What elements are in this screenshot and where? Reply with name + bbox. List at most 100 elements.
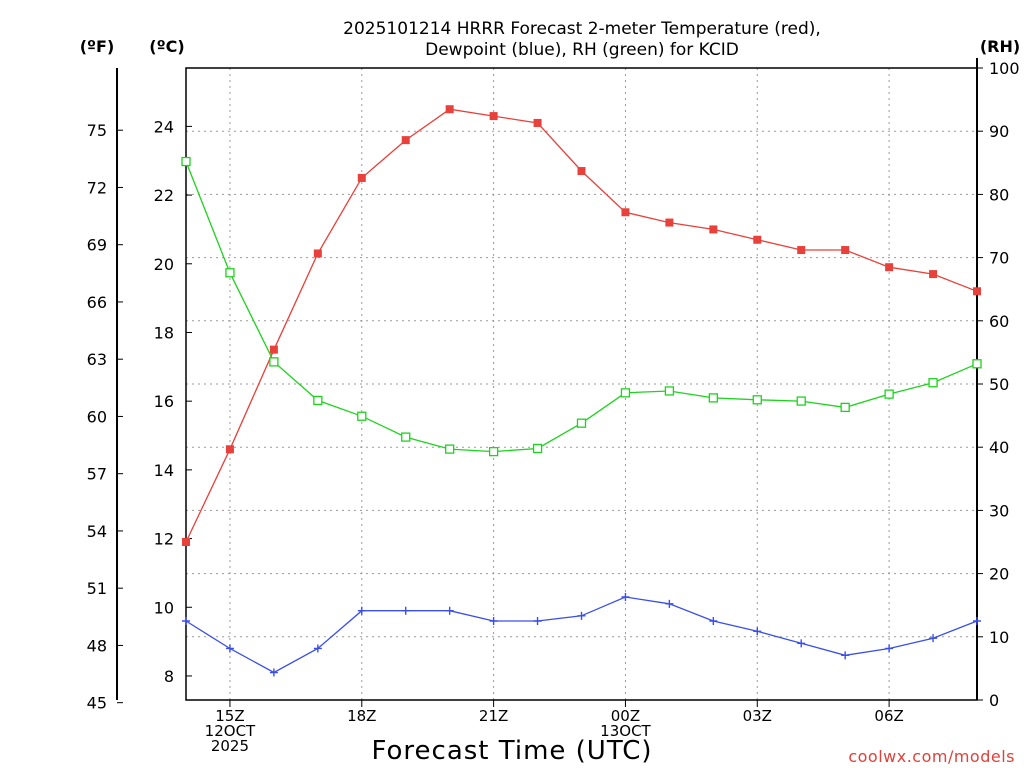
celsius-tick-label: 22: [154, 186, 174, 205]
celsius-tick-label: 14: [154, 461, 174, 480]
temperature-point: [489, 112, 498, 121]
grid-lines: [186, 68, 977, 700]
dewpoint-point: [269, 668, 278, 677]
chart-title-line2: Dewpoint (blue), RH (green) for KCID: [425, 40, 739, 60]
temperature-point: [225, 445, 234, 454]
dewpoint-point: [973, 617, 981, 625]
relative-humidity-point: [445, 444, 455, 454]
fahrenheit-tick-label: 63: [87, 350, 107, 369]
fahrenheit-tick-label: 54: [87, 522, 107, 541]
relative-humidity-point: [620, 388, 631, 398]
temperature-point: [929, 270, 938, 279]
temperature-point: [577, 167, 586, 176]
relative-humidity-point: [928, 378, 938, 388]
fahrenheit-tick-label: 72: [87, 178, 107, 197]
fahrenheit-tick-label: 48: [87, 636, 107, 655]
relative-humidity-line: [185, 161, 978, 453]
temperature-point: [665, 218, 674, 227]
relative-humidity-point: [796, 396, 806, 406]
x-tick-label: 13OCT: [600, 722, 651, 740]
relative-humidity-point: [181, 156, 191, 167]
celsius-tick-label: 16: [154, 392, 174, 411]
relative-humidity-point: [225, 268, 235, 278]
rh-tick-label: 20: [989, 565, 1009, 584]
temperature-point: [709, 225, 718, 234]
dewpoint-point: [445, 606, 454, 615]
temperature-point: [182, 538, 190, 546]
fahrenheit-tick-label: 51: [87, 579, 107, 598]
x-tick-label: 06Z: [874, 707, 903, 725]
x-tick-label: 21Z: [479, 707, 508, 725]
x-tick-label: 12OCT: [205, 722, 256, 740]
relative-humidity-point: [357, 411, 367, 421]
rh-tick-label: 100: [989, 59, 1020, 78]
celsius-tick-label: 10: [154, 598, 174, 617]
fahrenheit-tick-label: 57: [87, 465, 107, 484]
relative-humidity-point: [884, 389, 894, 399]
dewpoint-point: [182, 617, 190, 625]
celsius-tick-label: 18: [154, 323, 174, 342]
rh-tick-label: 60: [989, 312, 1009, 331]
celsius-tick-label: 8: [164, 667, 174, 686]
tick-labels: 8 10 12 14 16 18 20 22 24 45 48 51 54 57 60 63 66 69 72 75 0…: [87, 59, 1020, 755]
relative-humidity-point: [313, 395, 323, 406]
axes: [116, 58, 983, 707]
dewpoint-point: [929, 634, 938, 643]
temperature-point: [841, 246, 850, 255]
rh-tick-label: 40: [989, 438, 1009, 457]
dewpoint-point: [709, 617, 718, 625]
rh-tick-label: 0: [989, 691, 999, 710]
relative-humidity-point: [488, 446, 499, 457]
relative-humidity-point: [269, 357, 279, 367]
dewpoint-point: [841, 651, 850, 660]
unit-label-celsius: (ºC): [149, 37, 184, 56]
rh-tick-label: 90: [989, 122, 1009, 141]
dewpoint-point: [401, 606, 410, 615]
dewpoint-point: [225, 644, 234, 653]
unit-label-fahrenheit: (ºF): [80, 37, 115, 56]
temperature-point: [797, 246, 806, 255]
dewpoint-point: [753, 627, 762, 636]
relative-humidity-point: [752, 395, 762, 405]
relative-humidity-point: [401, 432, 411, 442]
series: [181, 105, 982, 677]
dewpoint-point: [313, 644, 322, 653]
dewpoint-point: [797, 639, 806, 648]
relative-humidity-point: [840, 402, 850, 413]
relative-humidity-point: [972, 359, 982, 369]
relative-humidity-point: [664, 386, 675, 396]
rh-tick-label: 80: [989, 185, 1009, 204]
celsius-tick-label: 24: [154, 117, 174, 136]
fahrenheit-tick-label: 60: [87, 407, 107, 426]
temperature-point: [445, 105, 454, 114]
fahrenheit-tick-label: 69: [87, 236, 107, 255]
source-credit: coolwx.com/models: [848, 747, 1015, 766]
relative-humidity-point: [532, 443, 543, 454]
dewpoint-point: [577, 611, 586, 620]
chart-title-line1: 2025101214 HRRR Forecast 2-meter Tempera…: [343, 19, 821, 39]
rh-tick-label: 30: [989, 501, 1009, 520]
relative-humidity-point: [576, 418, 587, 428]
dewpoint-point: [665, 599, 674, 608]
dewpoint-point: [885, 644, 894, 653]
temperature-point: [885, 263, 894, 272]
temperature-point: [973, 287, 981, 296]
x-tick-label: 00Z: [611, 707, 640, 725]
x-tick-label: 2025: [211, 737, 249, 755]
dewpoint-point: [621, 592, 630, 601]
celsius-tick-label: 20: [154, 255, 174, 274]
temperature-point: [753, 235, 762, 244]
dewpoint-point: [357, 606, 366, 615]
x-tick-label: 15Z: [215, 707, 244, 725]
x-tick-label: 18Z: [347, 707, 376, 725]
unit-label-rh: (RH): [980, 37, 1020, 56]
temperature-point: [269, 345, 278, 354]
rh-tick-label: 10: [989, 628, 1009, 647]
temperature-point: [401, 136, 410, 145]
dewpoint-point: [489, 617, 498, 625]
rh-tick-label: 70: [989, 249, 1009, 268]
fahrenheit-tick-label: 45: [87, 694, 107, 713]
x-axis-label: Forecast Time (UTC): [371, 736, 652, 766]
temperature-point: [621, 208, 630, 217]
